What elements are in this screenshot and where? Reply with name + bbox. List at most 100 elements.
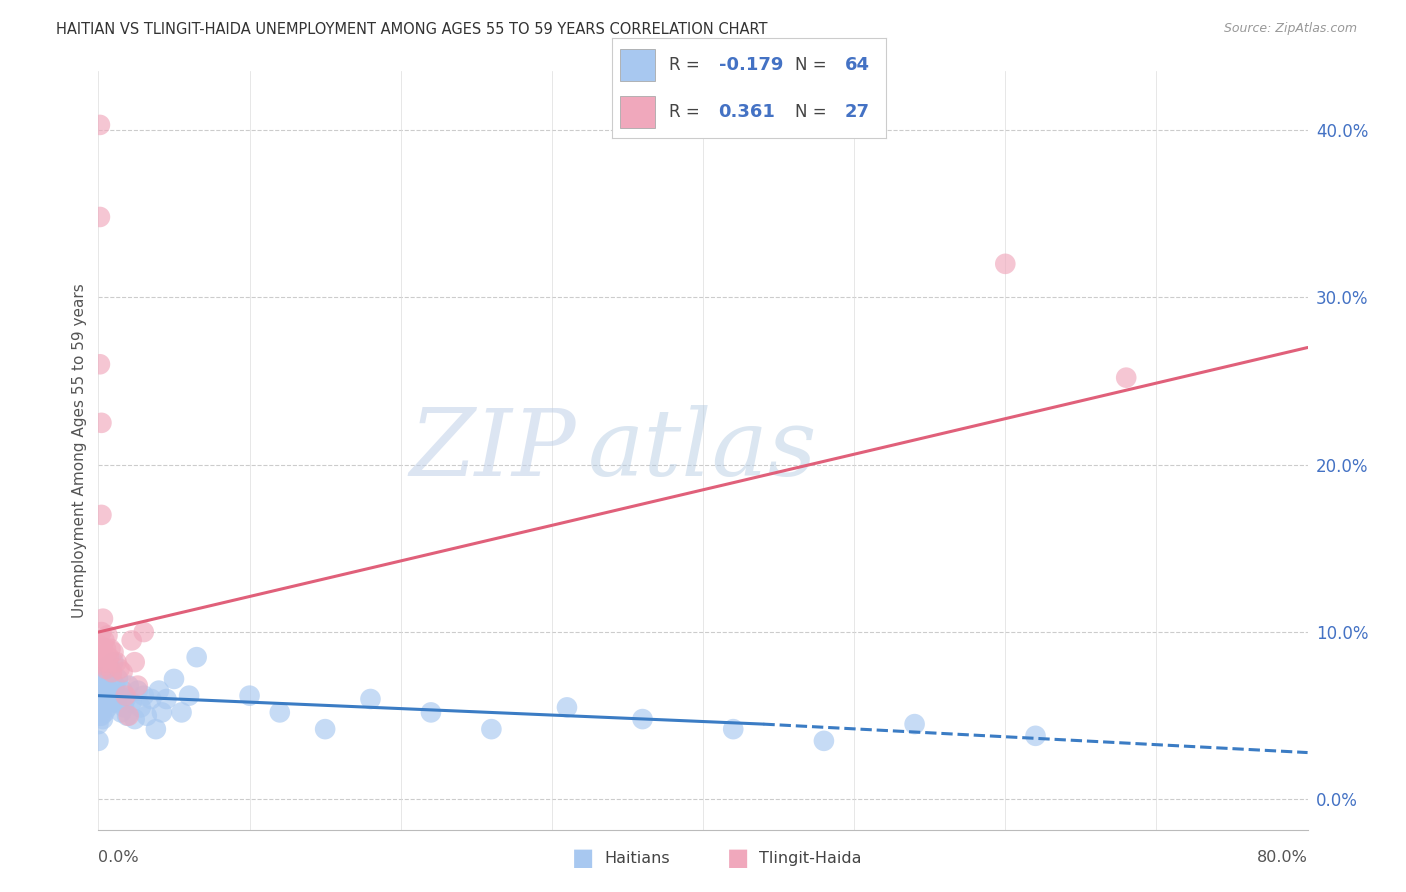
Point bbox=[91, 712, 114, 726]
Point bbox=[103, 645, 125, 659]
Point bbox=[1115, 370, 1137, 384]
Point bbox=[89, 708, 111, 723]
Text: ■: ■ bbox=[572, 847, 595, 870]
Text: -0.179: -0.179 bbox=[718, 56, 783, 74]
Point bbox=[91, 675, 114, 690]
Text: N =: N = bbox=[796, 103, 832, 121]
Point bbox=[141, 692, 163, 706]
Point bbox=[94, 692, 117, 706]
Point bbox=[98, 683, 121, 698]
Point bbox=[145, 722, 167, 736]
Point bbox=[100, 662, 122, 676]
Point bbox=[91, 612, 114, 626]
Point bbox=[98, 650, 121, 665]
Text: 80.0%: 80.0% bbox=[1257, 850, 1308, 864]
Point bbox=[91, 641, 114, 656]
Text: 64: 64 bbox=[845, 56, 870, 74]
Point bbox=[105, 655, 128, 669]
Point bbox=[239, 689, 262, 703]
Point bbox=[90, 650, 112, 665]
Text: ■: ■ bbox=[727, 847, 749, 870]
Point bbox=[90, 625, 112, 640]
Point bbox=[90, 508, 112, 522]
Point bbox=[110, 706, 132, 720]
Point bbox=[723, 722, 745, 736]
Text: N =: N = bbox=[796, 56, 832, 74]
Point bbox=[179, 689, 201, 703]
Point bbox=[121, 695, 143, 709]
Point bbox=[813, 734, 835, 748]
Point bbox=[360, 692, 382, 706]
Point bbox=[87, 683, 110, 698]
Point bbox=[93, 672, 115, 686]
Point bbox=[96, 700, 118, 714]
Point bbox=[93, 706, 115, 720]
Point bbox=[314, 722, 336, 736]
Point bbox=[94, 641, 117, 656]
Y-axis label: Unemployment Among Ages 55 to 59 years: Unemployment Among Ages 55 to 59 years bbox=[72, 283, 87, 618]
Text: Source: ZipAtlas.com: Source: ZipAtlas.com bbox=[1223, 22, 1357, 36]
Point bbox=[132, 689, 155, 703]
Point bbox=[94, 662, 117, 676]
Point bbox=[94, 666, 117, 681]
Point bbox=[108, 662, 131, 676]
Point bbox=[87, 700, 110, 714]
Point bbox=[101, 665, 124, 680]
Point bbox=[87, 734, 110, 748]
Point bbox=[90, 666, 112, 681]
Text: HAITIAN VS TLINGIT-HAIDA UNEMPLOYMENT AMONG AGES 55 TO 59 YEARS CORRELATION CHAR: HAITIAN VS TLINGIT-HAIDA UNEMPLOYMENT AM… bbox=[56, 22, 768, 37]
Point bbox=[96, 655, 118, 669]
Point bbox=[170, 706, 193, 720]
Point bbox=[89, 639, 111, 653]
Point bbox=[93, 633, 115, 648]
Point bbox=[129, 700, 152, 714]
Text: 27: 27 bbox=[845, 103, 870, 121]
Point bbox=[87, 717, 110, 731]
Point bbox=[150, 706, 173, 720]
Point bbox=[115, 708, 138, 723]
Point bbox=[100, 689, 122, 703]
Text: ZIP: ZIP bbox=[409, 406, 576, 495]
Point bbox=[90, 692, 112, 706]
Text: R =: R = bbox=[669, 56, 706, 74]
Point bbox=[103, 655, 125, 669]
Point bbox=[89, 118, 111, 132]
Point bbox=[994, 257, 1017, 271]
Point bbox=[104, 679, 127, 693]
Point bbox=[121, 633, 143, 648]
Point bbox=[111, 683, 134, 698]
Point bbox=[90, 708, 112, 723]
Point bbox=[1024, 729, 1046, 743]
Point bbox=[118, 679, 141, 693]
Text: atlas: atlas bbox=[588, 406, 818, 495]
Text: R =: R = bbox=[669, 103, 710, 121]
Text: 0.0%: 0.0% bbox=[98, 850, 139, 864]
Point bbox=[420, 706, 443, 720]
Point bbox=[112, 700, 135, 714]
Point bbox=[101, 695, 124, 709]
Point bbox=[89, 692, 111, 706]
Point bbox=[124, 655, 146, 669]
Text: 0.361: 0.361 bbox=[718, 103, 776, 121]
Point bbox=[96, 662, 118, 676]
Point bbox=[132, 625, 155, 640]
Point bbox=[481, 722, 503, 736]
Point bbox=[186, 650, 208, 665]
Point bbox=[93, 689, 115, 703]
Point bbox=[96, 683, 118, 698]
Point bbox=[108, 689, 131, 703]
Point bbox=[269, 706, 291, 720]
Point bbox=[127, 679, 149, 693]
Point bbox=[135, 708, 157, 723]
Point bbox=[101, 672, 124, 686]
Point bbox=[555, 700, 578, 714]
Point bbox=[155, 692, 177, 706]
Point bbox=[93, 658, 115, 673]
Point bbox=[114, 689, 136, 703]
Point bbox=[124, 712, 146, 726]
Point bbox=[118, 708, 141, 723]
Point bbox=[105, 695, 128, 709]
Point bbox=[96, 628, 118, 642]
Point bbox=[114, 692, 136, 706]
Point bbox=[89, 210, 111, 224]
